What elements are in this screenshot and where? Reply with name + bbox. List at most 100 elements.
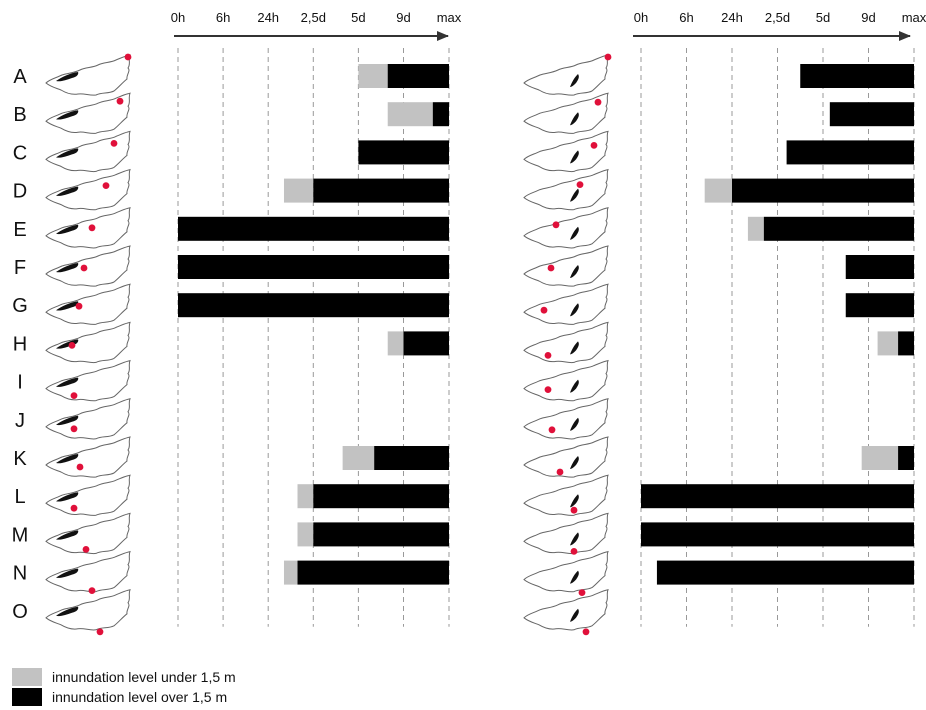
row-label: J xyxy=(15,410,25,432)
region-outline xyxy=(45,92,131,134)
region-map-icon xyxy=(523,283,609,325)
tick-label: 5d xyxy=(351,10,365,25)
bar-under-1-5m xyxy=(342,446,375,470)
tick-label: 2,5d xyxy=(765,10,790,25)
region-outline xyxy=(523,550,609,593)
inundated-area xyxy=(570,570,579,584)
inundated-area xyxy=(570,608,579,622)
breach-point xyxy=(570,548,578,555)
row-label: F xyxy=(14,257,26,279)
legend-label-over: innundation level over 1,5 m xyxy=(52,689,228,705)
inundated-area xyxy=(56,415,79,426)
row-label: H xyxy=(13,333,27,355)
breach-point xyxy=(76,463,84,471)
region-outline xyxy=(523,92,609,134)
breach-point xyxy=(548,426,556,434)
region-map-icon xyxy=(45,550,131,594)
inundated-area xyxy=(570,456,579,469)
region-outline xyxy=(45,245,131,287)
breach-point xyxy=(570,506,578,514)
inundated-area xyxy=(570,188,579,202)
region-map-icon xyxy=(45,321,131,364)
region-outline xyxy=(523,283,609,325)
region-outline xyxy=(45,54,131,96)
breach-point xyxy=(96,628,104,636)
region-map-icon xyxy=(523,321,609,364)
breach-point xyxy=(75,302,83,310)
region-map-icon xyxy=(523,245,609,287)
region-map-icon xyxy=(45,512,131,555)
region-map-icon xyxy=(523,398,609,440)
inundated-area xyxy=(570,226,579,240)
legend-item-under: innundation level under 1,5 m xyxy=(12,668,236,686)
breach-point xyxy=(540,306,548,314)
inundated-area xyxy=(570,341,579,355)
breach-point xyxy=(556,468,564,476)
region-outline xyxy=(523,359,609,402)
inundated-area xyxy=(56,301,79,311)
breach-point xyxy=(578,589,586,596)
region-outline xyxy=(45,550,131,593)
region-outline xyxy=(523,474,609,516)
breach-point xyxy=(70,425,78,433)
tick-label: 5d xyxy=(816,10,830,25)
bar-over-1-5m xyxy=(178,293,449,318)
region-outline xyxy=(45,283,131,325)
breach-point xyxy=(582,628,590,636)
breach-point xyxy=(576,181,584,188)
region-map-icon xyxy=(45,436,131,478)
inundated-area xyxy=(56,454,79,464)
bar-over-1-5m xyxy=(313,178,449,203)
breach-point xyxy=(102,182,110,189)
breach-point xyxy=(88,587,96,594)
row-label: D xyxy=(13,181,27,203)
tick-label: max xyxy=(437,10,462,25)
inundated-area xyxy=(56,72,79,82)
bar-under-1-5m xyxy=(861,446,899,470)
region-outline xyxy=(523,398,609,440)
tick-label: 2,5d xyxy=(301,10,326,25)
bar-over-1-5m xyxy=(432,102,449,127)
breach-point xyxy=(68,342,76,349)
inundated-area xyxy=(56,492,79,502)
breach-point xyxy=(590,142,598,149)
region-map-icon xyxy=(45,245,131,287)
bar-over-1-5m xyxy=(313,484,449,509)
breach-point xyxy=(544,352,552,359)
inundated-area xyxy=(570,112,579,126)
bar-over-1-5m xyxy=(178,216,449,241)
region-outline xyxy=(523,589,609,631)
tick-label: 6h xyxy=(216,10,230,25)
bar-over-1-5m xyxy=(297,560,449,585)
region-map-icon xyxy=(523,436,609,478)
bar-over-1-5m xyxy=(763,216,914,241)
legend-swatch-over xyxy=(12,688,42,706)
region-map-icon xyxy=(523,512,609,555)
inundated-area xyxy=(56,186,79,196)
inundated-area xyxy=(56,224,79,235)
breach-point xyxy=(594,98,602,106)
region-outline xyxy=(45,589,131,631)
bar-under-1-5m xyxy=(387,331,404,356)
inundated-area xyxy=(570,303,579,317)
region-outline xyxy=(45,168,131,211)
region-map-icon xyxy=(523,92,609,134)
inundated-area xyxy=(570,150,579,164)
region-map-icon xyxy=(45,359,131,402)
inundated-area xyxy=(56,377,79,387)
region-map-icon xyxy=(45,589,131,636)
bar-over-1-5m xyxy=(656,560,914,585)
bar-over-1-5m xyxy=(845,255,914,279)
bar-under-1-5m xyxy=(297,522,314,547)
row-label: L xyxy=(14,486,25,508)
bar-over-1-5m xyxy=(641,522,914,547)
region-outline xyxy=(45,359,131,402)
region-map-icon xyxy=(45,398,131,440)
bar-over-1-5m xyxy=(898,331,914,356)
breach-point xyxy=(547,264,555,272)
bar-over-1-5m xyxy=(313,522,449,547)
bar-over-1-5m xyxy=(374,446,449,470)
inundated-area xyxy=(56,530,79,540)
bar-under-1-5m xyxy=(283,560,298,585)
